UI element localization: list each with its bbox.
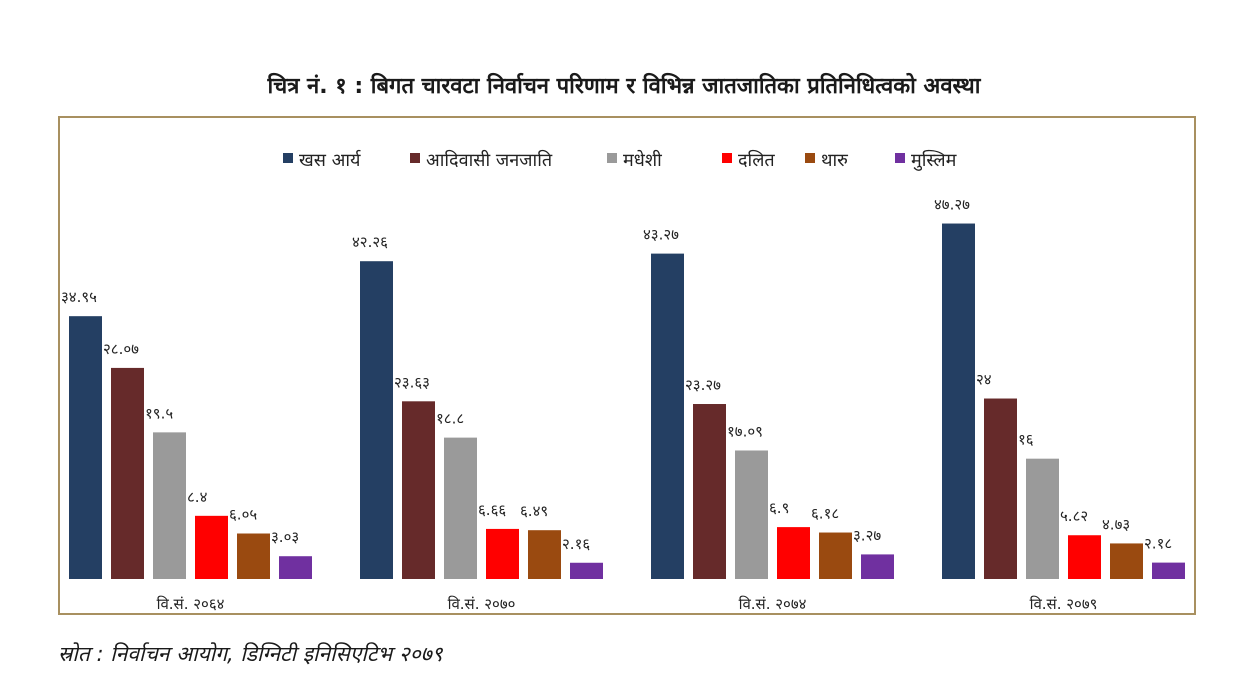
- data-label: १७.०९: [727, 422, 763, 440]
- data-label: २३.६३: [394, 373, 430, 391]
- data-label: ६.०५: [229, 506, 257, 524]
- bar: [237, 533, 270, 579]
- data-label: २८.०७: [103, 340, 139, 358]
- bar: [360, 261, 393, 579]
- bar: [735, 450, 768, 579]
- data-label: ४३.२७: [643, 226, 679, 244]
- legend-label: दलित: [738, 149, 775, 171]
- data-label: ५.८२: [1060, 507, 1088, 525]
- bar: [111, 367, 144, 579]
- legend-label: आदिवासी जनजाति: [426, 149, 553, 171]
- bar: [819, 532, 852, 579]
- data-label: २.१८: [1144, 535, 1172, 553]
- legend-label: थारु: [821, 150, 848, 171]
- legend-swatch: [805, 153, 815, 163]
- data-label: २३.२७: [685, 376, 721, 394]
- category-label: वि.सं. २०७०: [448, 595, 516, 613]
- legend-label: मधेशी: [623, 149, 662, 171]
- data-label: ३४.९५: [61, 288, 97, 306]
- bar: [402, 401, 435, 579]
- bar: [984, 398, 1017, 579]
- bar: [528, 530, 561, 579]
- bar: [651, 253, 684, 579]
- legend-swatch: [607, 153, 617, 163]
- bar: [1026, 458, 1059, 579]
- data-label: ६.४९: [520, 502, 548, 520]
- data-label: ६.९: [769, 499, 789, 517]
- data-label: ४.७३: [1102, 515, 1130, 533]
- data-label: ८.४: [187, 488, 208, 506]
- bar: [153, 432, 186, 579]
- chart-title: चित्र नं. १ : बिगत चारवटा निर्वाचन परिणा…: [267, 74, 981, 99]
- bar: [279, 556, 312, 579]
- data-label: ४२.२६: [352, 233, 388, 251]
- legend-label: मुस्लिम: [911, 149, 958, 171]
- data-label: २४: [976, 371, 992, 389]
- data-label: ३.०३: [271, 528, 299, 546]
- data-label: २.१६: [562, 535, 590, 553]
- data-label: १८.८: [436, 410, 464, 428]
- category-label: वि.सं. २०७४: [739, 595, 807, 613]
- bar: [693, 404, 726, 579]
- bar: [942, 223, 975, 579]
- legend-swatch: [722, 153, 732, 163]
- legend-swatch: [283, 153, 293, 163]
- bar: [195, 515, 228, 579]
- bar: [1068, 535, 1101, 579]
- data-label: ६.१८: [811, 505, 839, 523]
- source-note: स्रोत : निर्वाचन आयोग, डिग्निटी इनिसिएटि…: [58, 642, 443, 666]
- bar: [1110, 543, 1143, 579]
- category-label: वि.सं. २०६४: [157, 595, 225, 613]
- bar: [69, 316, 102, 579]
- data-label: ४७.२७: [934, 196, 970, 214]
- bar: [570, 562, 603, 579]
- bar: [1152, 562, 1185, 579]
- data-label: ३.२७: [853, 526, 881, 544]
- bar: [777, 527, 810, 579]
- data-label: १६: [1018, 431, 1034, 449]
- legend-swatch: [410, 153, 420, 163]
- legend-label: खस आर्य: [299, 149, 361, 171]
- bar: [861, 554, 894, 579]
- data-label: १९.५: [145, 404, 173, 422]
- chart-frame: [58, 116, 1196, 615]
- data-label: ६.६६: [478, 501, 506, 519]
- legend-swatch: [895, 153, 905, 163]
- bar: [486, 528, 519, 579]
- bar: [444, 437, 477, 579]
- category-label: वि.सं. २०७९: [1030, 595, 1098, 613]
